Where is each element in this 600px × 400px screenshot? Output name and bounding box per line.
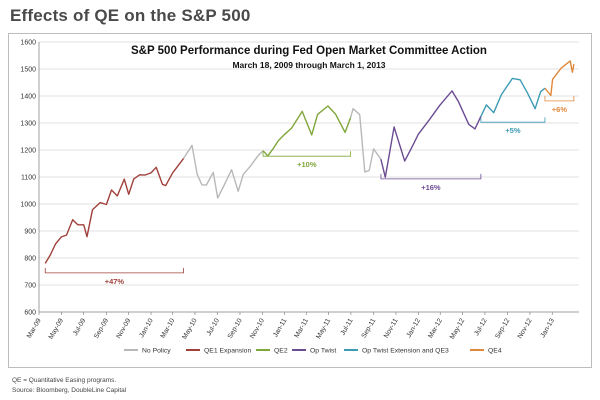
y-tick-label: 900 [24,229,36,236]
bracket-line [544,95,575,102]
legend-label: QE1 Expansion [204,348,251,355]
legend-item: QE4 [470,348,502,355]
y-tick-label: 800 [24,256,36,263]
x-tick-label: Nov-11 [383,317,400,339]
x-tick-label: Jan-12 [406,317,423,339]
slide-title: Effects of QE on the S&P 500 [10,6,251,25]
x-tick-label: Sep-12 [494,317,511,340]
legend: No Policy QE1 Expansion QE2 Op Twist Op Twis… [124,348,502,355]
annotation-bracket: +5% [480,117,546,135]
footnote: QE = Quantitative Easing programs. [12,377,117,384]
x-tick-label: Mar-12 [427,317,444,339]
legend-label: Op Twist Extension and QE3 [362,348,449,355]
series-layer [44,60,575,264]
legend-item: No Policy [124,348,171,355]
y-tick-label: 1400 [20,94,36,101]
annotation-bracket: +47% [44,267,185,286]
legend-item: Op Twist Extension and QE3 [344,348,449,355]
x-tick-label: Jul-11 [340,317,355,336]
annotation-bracket: +16% [380,173,482,192]
x-tick-label: Jan-11 [272,317,288,338]
annotation-label: +10% [297,160,317,169]
series-line-no-policy [183,144,264,199]
annotation-label: +6% [552,105,568,114]
source-note: Source: Bloomberg, DoubleLine Capital [12,387,127,394]
x-tick-label: Jul-10 [206,317,221,337]
y-tick-label: 1300 [20,121,36,128]
x-tick-label: Sep-11 [361,317,378,339]
series-line-op-twist-extension-and-qe3 [480,77,546,117]
x-tick-label: Mar-10 [160,317,177,339]
x-tick-label: May-12 [449,317,467,340]
y-tick-label: 700 [24,283,36,290]
bracket-line [380,173,482,180]
x-tick-label: Jan-10 [138,317,155,339]
sp500-qe-chart: 600 700 800 900 1000 1100 1200 1300 1400 1500 1600… [20,40,579,355]
bracket-line [480,117,546,123]
annotation-layer: +47% +10% +16% +5% +6% [44,95,575,286]
series-line-qe4 [544,60,575,97]
x-tick-label: Sep-09 [93,317,110,340]
y-tick-label: 1000 [20,202,36,209]
legend-label: Op Twist [310,348,336,355]
x-tick-label: May-10 [181,317,199,340]
y-tick-label: 1100 [21,175,36,182]
x-tick-label: May-09 [48,317,66,340]
legend-item: QE1 Expansion [186,348,251,355]
x-tick-label: Nov-12 [517,317,534,340]
legend-item: Op Twist [292,348,336,355]
y-tick-label: 600 [24,310,36,317]
x-tick-label: Sep-10 [227,317,244,340]
series-line-qe1-expansion [44,157,185,264]
y-tick-label: 1500 [20,67,36,74]
annotation-label: +5% [505,126,521,135]
x-tick-label: Nov-09 [115,317,132,340]
y-tick-label: 1200 [20,148,36,155]
series-line-qe2 [262,105,352,157]
legend-label: QE2 [274,348,288,355]
y-tick-label: 1600 [20,40,36,47]
series-line-no-policy [349,107,382,173]
chart-subtitle: March 18, 2009 through March 1, 2013 [232,60,385,70]
annotation-label: +16% [421,183,441,192]
x-tick-label: May-11 [315,317,332,340]
chart-frame: 600 700 800 900 1000 1100 1200 1300 1400 1500 1600… [8,33,592,368]
legend-label: No Policy [142,348,171,355]
series-line-op-twist [380,90,482,179]
bracket-line [44,267,185,274]
x-tick-label: Mar-11 [293,317,310,339]
grid-layer [39,41,579,313]
x-tick-label: Nov-10 [249,317,266,340]
annotation-bracket: +10% [262,151,351,169]
chart-title: S&P 500 Performance during Fed Open Mark… [131,45,487,57]
x-tick-label: Jan-13 [540,317,557,339]
x-tick-label: Mar-09 [26,317,43,339]
axis-layer: 600 700 800 900 1000 1100 1200 1300 1400 1500 1600… [20,40,579,341]
legend-item: QE2 [256,348,288,355]
bracket-line [262,151,351,157]
x-tick-label: Jul-09 [72,317,87,337]
x-tick-label: Jul-12 [473,317,488,337]
annotation-bracket: +6% [544,95,575,114]
legend-label: QE4 [488,348,502,355]
annotation-label: +47% [105,277,125,286]
